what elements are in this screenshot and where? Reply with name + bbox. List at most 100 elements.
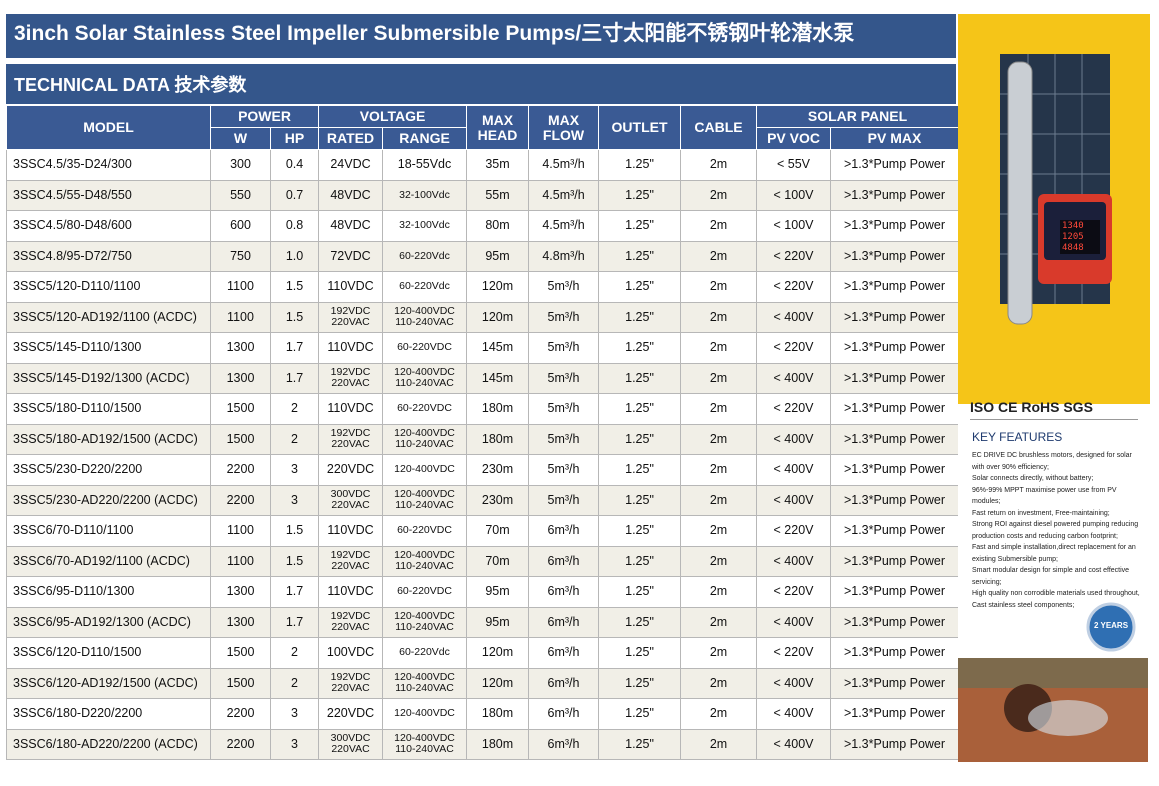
cell: 5m³/h bbox=[528, 362, 600, 394]
cell: 1.25" bbox=[598, 698, 682, 730]
cert-logos: ISO CE RoHS SGS bbox=[970, 399, 1093, 415]
cell: 80m bbox=[466, 210, 530, 242]
cell: 3SSC5/230-AD220/2200 (ACDC) bbox=[6, 484, 211, 516]
row: 3SSC5/145-D110/1300 1300 1.7 110VDC 60-220VD… bbox=[6, 332, 960, 364]
cell: 110VDC bbox=[318, 271, 384, 303]
cell: 120-400VDC bbox=[382, 698, 468, 730]
cell: 5m³/h bbox=[528, 332, 600, 364]
cell: 1.25" bbox=[598, 484, 682, 516]
cell: < 220V bbox=[756, 393, 832, 425]
cell: 4.5m³/h bbox=[528, 210, 600, 242]
cell: 5m³/h bbox=[528, 301, 600, 333]
cell: 192VDC 220VAC bbox=[318, 423, 384, 455]
cell: 1.25" bbox=[598, 301, 682, 333]
cell: 35m bbox=[466, 149, 530, 181]
cell: 3SSC6/180-AD220/2200 (ACDC) bbox=[6, 728, 211, 760]
cell: 6m³/h bbox=[528, 698, 600, 730]
header: W bbox=[210, 127, 271, 150]
cell: 120-400VDC 110-240VAC bbox=[382, 606, 468, 638]
cell: 2200 bbox=[210, 728, 271, 760]
product-image bbox=[958, 14, 1150, 404]
cell: >1.3*Pump Power bbox=[830, 210, 960, 242]
cell: 2m bbox=[680, 454, 758, 486]
cell: 120-400VDC 110-240VAC bbox=[382, 423, 468, 455]
cell: 100VDC bbox=[318, 637, 384, 669]
cell: < 400V bbox=[756, 698, 832, 730]
cell: 3SSC6/120-AD192/1500 (ACDC) bbox=[6, 667, 211, 699]
cell: 3SSC4.5/55-D48/550 bbox=[6, 179, 211, 211]
row: 3SSC6/180-AD220/2200 (ACDC) 2200 3 300VDC 2… bbox=[6, 728, 960, 760]
cell: 110VDC bbox=[318, 576, 384, 608]
cell: 1.0 bbox=[269, 240, 320, 272]
row: 3SSC5/145-D192/1300 (ACDC) 1300 1.7 192VDC … bbox=[6, 362, 960, 394]
cell: 32-100Vdc bbox=[382, 210, 468, 242]
cell: 3 bbox=[269, 728, 320, 760]
cell: 3SSC5/180-D110/1500 bbox=[6, 393, 211, 425]
cell: 1.7 bbox=[269, 362, 320, 394]
cell: 6m³/h bbox=[528, 667, 600, 699]
header: MODEL bbox=[6, 105, 211, 150]
cell: >1.3*Pump Power bbox=[830, 393, 960, 425]
cell: 1300 bbox=[210, 606, 271, 638]
cell: < 400V bbox=[756, 362, 832, 394]
display-value: 4848 bbox=[1062, 243, 1084, 253]
cell: 2m bbox=[680, 545, 758, 577]
cell: 120-400VDC bbox=[382, 454, 468, 486]
cell: 1300 bbox=[210, 332, 271, 364]
cell: 3SSC6/95-D110/1300 bbox=[6, 576, 211, 608]
cell: 3 bbox=[269, 454, 320, 486]
cell: 2 bbox=[269, 667, 320, 699]
side-panel: 1340 1205 4848 ISO CE RoHS SGS KEY FEATURE… bbox=[958, 14, 1150, 660]
cell: < 55V bbox=[756, 149, 832, 181]
cell: 5m³/h bbox=[528, 454, 600, 486]
cell: 60-220Vdc bbox=[382, 637, 468, 669]
cell: 220VDC bbox=[318, 698, 384, 730]
header: VOLTAGE bbox=[318, 105, 468, 128]
cell: < 220V bbox=[756, 576, 832, 608]
cell: 1.25" bbox=[598, 271, 682, 303]
display-value: 1340 bbox=[1062, 221, 1084, 231]
cell: 3SSC5/230-D220/2200 bbox=[6, 454, 211, 486]
cell: 1100 bbox=[210, 515, 271, 547]
cell: >1.3*Pump Power bbox=[830, 545, 960, 577]
cell: 6m³/h bbox=[528, 728, 600, 760]
cell: >1.3*Pump Power bbox=[830, 362, 960, 394]
cell: 24VDC bbox=[318, 149, 384, 181]
cell: 60-220VDC bbox=[382, 332, 468, 364]
cell: 3SSC6/180-D220/2200 bbox=[6, 698, 211, 730]
cell: 3SSC6/120-D110/1500 bbox=[6, 637, 211, 669]
cell: 1.25" bbox=[598, 637, 682, 669]
divider bbox=[970, 419, 1138, 420]
row: 3SSC4.5/55-D48/550 550 0.7 48VDC 32-100Vdc 55… bbox=[6, 179, 960, 211]
feature: Strong ROI against diesel powered pumpin… bbox=[972, 521, 1139, 540]
cell: 192VDC 220VAC bbox=[318, 362, 384, 394]
spec-table: MODEL POWER VOLTAGE MAX HEAD MAX FLOW OUTLET C… bbox=[6, 105, 960, 760]
cell: 2m bbox=[680, 149, 758, 181]
cell: 2m bbox=[680, 606, 758, 638]
cell: 2200 bbox=[210, 484, 271, 516]
cell: >1.3*Pump Power bbox=[830, 637, 960, 669]
cell: 1.25" bbox=[598, 545, 682, 577]
cell: 192VDC 220VAC bbox=[318, 545, 384, 577]
cell: 18-55Vdc bbox=[382, 149, 468, 181]
cell: 1.25" bbox=[598, 606, 682, 638]
cell: 1.25" bbox=[598, 179, 682, 211]
cell: 230m bbox=[466, 484, 530, 516]
cell: 48VDC bbox=[318, 179, 384, 211]
cell: 2m bbox=[680, 362, 758, 394]
cell: 2m bbox=[680, 393, 758, 425]
cell: 70m bbox=[466, 515, 530, 547]
cell: >1.3*Pump Power bbox=[830, 698, 960, 730]
cell: < 220V bbox=[756, 637, 832, 669]
cell: 6m³/h bbox=[528, 576, 600, 608]
cell: 2200 bbox=[210, 698, 271, 730]
cell: >1.3*Pump Power bbox=[830, 606, 960, 638]
cell: 120-400VDC 110-240VAC bbox=[382, 362, 468, 394]
controller-display: 1340 1205 4848 bbox=[1062, 221, 1084, 254]
row: 3SSC6/95-AD192/1300 (ACDC) 1300 1.7 192VDC … bbox=[6, 606, 960, 638]
cell: 600 bbox=[210, 210, 271, 242]
cell: >1.3*Pump Power bbox=[830, 240, 960, 272]
row: 3SSC5/120-D110/1100 1100 1.5 110VDC 60-220Vd… bbox=[6, 271, 960, 303]
subtitle: TECHNICAL DATA 技术参数 bbox=[6, 62, 956, 104]
header: POWER bbox=[209, 105, 320, 128]
